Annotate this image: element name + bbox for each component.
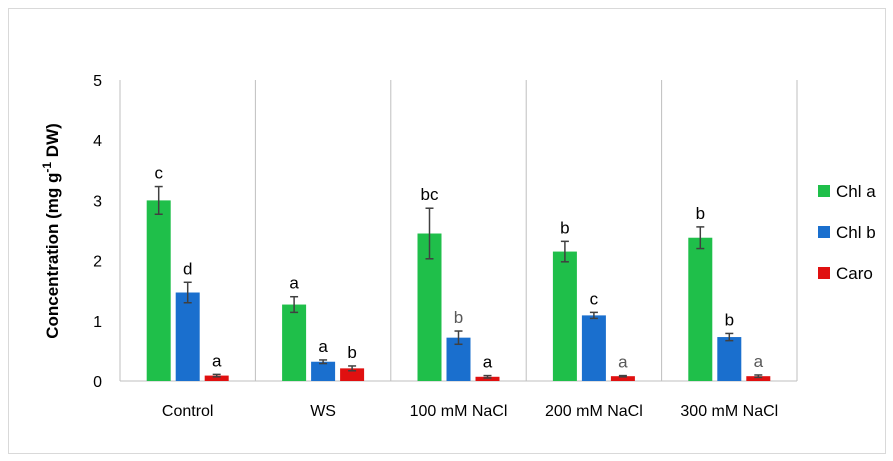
legend: Chl a Chl b Caro — [818, 182, 876, 283]
significance-label: c — [154, 164, 163, 183]
y-tick-label: 3 — [93, 193, 102, 210]
significance-label: bc — [421, 185, 439, 204]
x-tick-label: 200 mM NaCl — [545, 403, 643, 420]
significance-label: d — [183, 259, 192, 278]
y-tick-label: 0 — [93, 374, 102, 391]
y-axis-label: Concentration (mg g-1 DW) — [40, 123, 62, 339]
significance-label: c — [590, 289, 599, 308]
axes: 0 1 2 3 4 5 Control WS 100 mM NaCl 200 mM NaCl 300… — [93, 73, 798, 420]
legend-label: Chl a — [836, 182, 876, 201]
x-tick-label: WS — [310, 403, 336, 420]
bar — [552, 251, 577, 381]
bar — [340, 368, 365, 381]
significance-label: b — [725, 310, 734, 329]
significance-label: a — [618, 353, 628, 372]
bar — [204, 375, 229, 381]
bar — [581, 315, 606, 381]
significance-label: a — [212, 351, 222, 370]
significance-label: b — [696, 204, 705, 223]
significance-label: a — [754, 352, 764, 371]
bar — [175, 292, 200, 381]
legend-swatch — [818, 226, 830, 238]
y-tick-label: 4 — [93, 133, 102, 150]
y-tick-label: 2 — [93, 254, 102, 271]
bars — [146, 185, 771, 381]
bar — [717, 337, 742, 381]
significance-label: a — [483, 353, 493, 372]
legend-swatch — [818, 267, 830, 279]
x-tick-label: Control — [162, 403, 214, 420]
bar — [282, 304, 307, 381]
legend-swatch — [818, 185, 830, 197]
y-tick-label: 5 — [93, 73, 102, 90]
significance-label: b — [347, 343, 356, 362]
bar — [146, 200, 171, 381]
significance-label: b — [560, 218, 569, 237]
bar — [746, 376, 771, 381]
legend-label: Chl b — [836, 223, 876, 242]
bar — [475, 376, 500, 381]
legend-label: Caro — [836, 264, 873, 283]
x-tick-label: 100 mM NaCl — [410, 403, 508, 420]
significance-label: a — [289, 274, 299, 293]
significance-label: b — [454, 308, 463, 327]
significance-label: a — [318, 337, 328, 356]
bar — [688, 237, 713, 381]
x-tick-label: 300 mM NaCl — [680, 403, 778, 420]
bar — [610, 376, 635, 381]
bar — [311, 361, 336, 381]
y-tick-label: 1 — [93, 314, 102, 331]
